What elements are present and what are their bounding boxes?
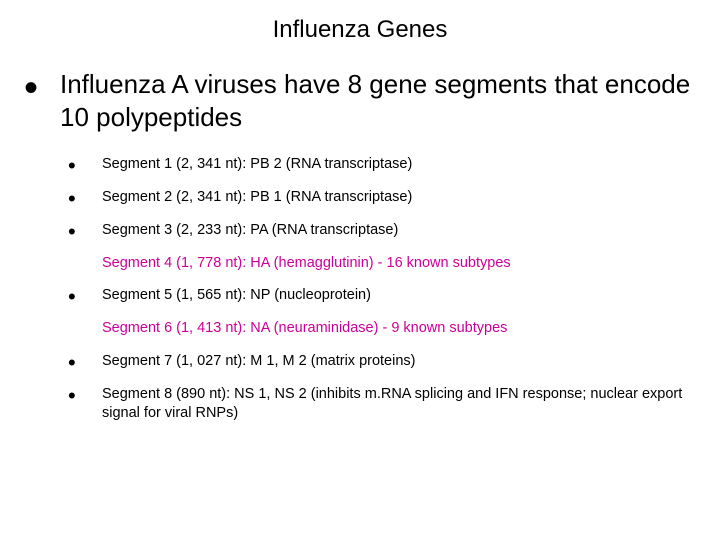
bullet-icon: • xyxy=(68,188,102,205)
bullet-icon: • xyxy=(68,286,102,303)
sub-text: Segment 1 (2, 341 nt): PB 2 (RNA transcr… xyxy=(102,155,696,174)
list-item: • Segment 4 (1, 778 nt): HA (hemagglutin… xyxy=(24,254,696,273)
bullet-icon: • xyxy=(68,155,102,172)
slide-title: Influenza Genes xyxy=(24,16,696,44)
sub-text: Segment 3 (2, 233 nt): PA (RNA transcrip… xyxy=(102,221,696,240)
bullet-icon: • xyxy=(68,221,102,238)
sub-text: Segment 5 (1, 565 nt): NP (nucleoprotein… xyxy=(102,286,696,305)
sub-text: Segment 7 (1, 027 nt): M 1, M 2 (matrix … xyxy=(102,352,696,371)
bullet-icon: • xyxy=(68,385,102,402)
list-item: • Segment 3 (2, 233 nt): PA (RNA transcr… xyxy=(24,221,696,240)
sub-text: Segment 8 (890 nt): NS 1, NS 2 (inhibits… xyxy=(102,385,696,423)
list-item: • Segment 7 (1, 027 nt): M 1, M 2 (matri… xyxy=(24,352,696,371)
bullet-icon: • xyxy=(68,352,102,369)
sub-text: Segment 4 (1, 778 nt): HA (hemagglutinin… xyxy=(102,254,696,273)
list-item: • Segment 6 (1, 413 nt): NA (neuraminida… xyxy=(24,319,696,338)
sub-text: Segment 2 (2, 341 nt): PB 1 (RNA transcr… xyxy=(102,188,696,207)
slide: Influenza Genes • Influenza A viruses ha… xyxy=(0,0,720,540)
main-bullet-row: • Influenza A viruses have 8 gene segmen… xyxy=(24,68,696,133)
sub-list: • Segment 1 (2, 341 nt): PB 2 (RNA trans… xyxy=(24,155,696,423)
list-item: • Segment 2 (2, 341 nt): PB 1 (RNA trans… xyxy=(24,188,696,207)
main-text: Influenza A viruses have 8 gene segments… xyxy=(60,68,696,133)
list-item: • Segment 5 (1, 565 nt): NP (nucleoprote… xyxy=(24,286,696,305)
bullet-icon: • xyxy=(24,68,60,100)
sub-text: Segment 6 (1, 413 nt): NA (neuraminidase… xyxy=(102,319,696,338)
list-item: • Segment 8 (890 nt): NS 1, NS 2 (inhibi… xyxy=(24,385,696,423)
list-item: • Segment 1 (2, 341 nt): PB 2 (RNA trans… xyxy=(24,155,696,174)
